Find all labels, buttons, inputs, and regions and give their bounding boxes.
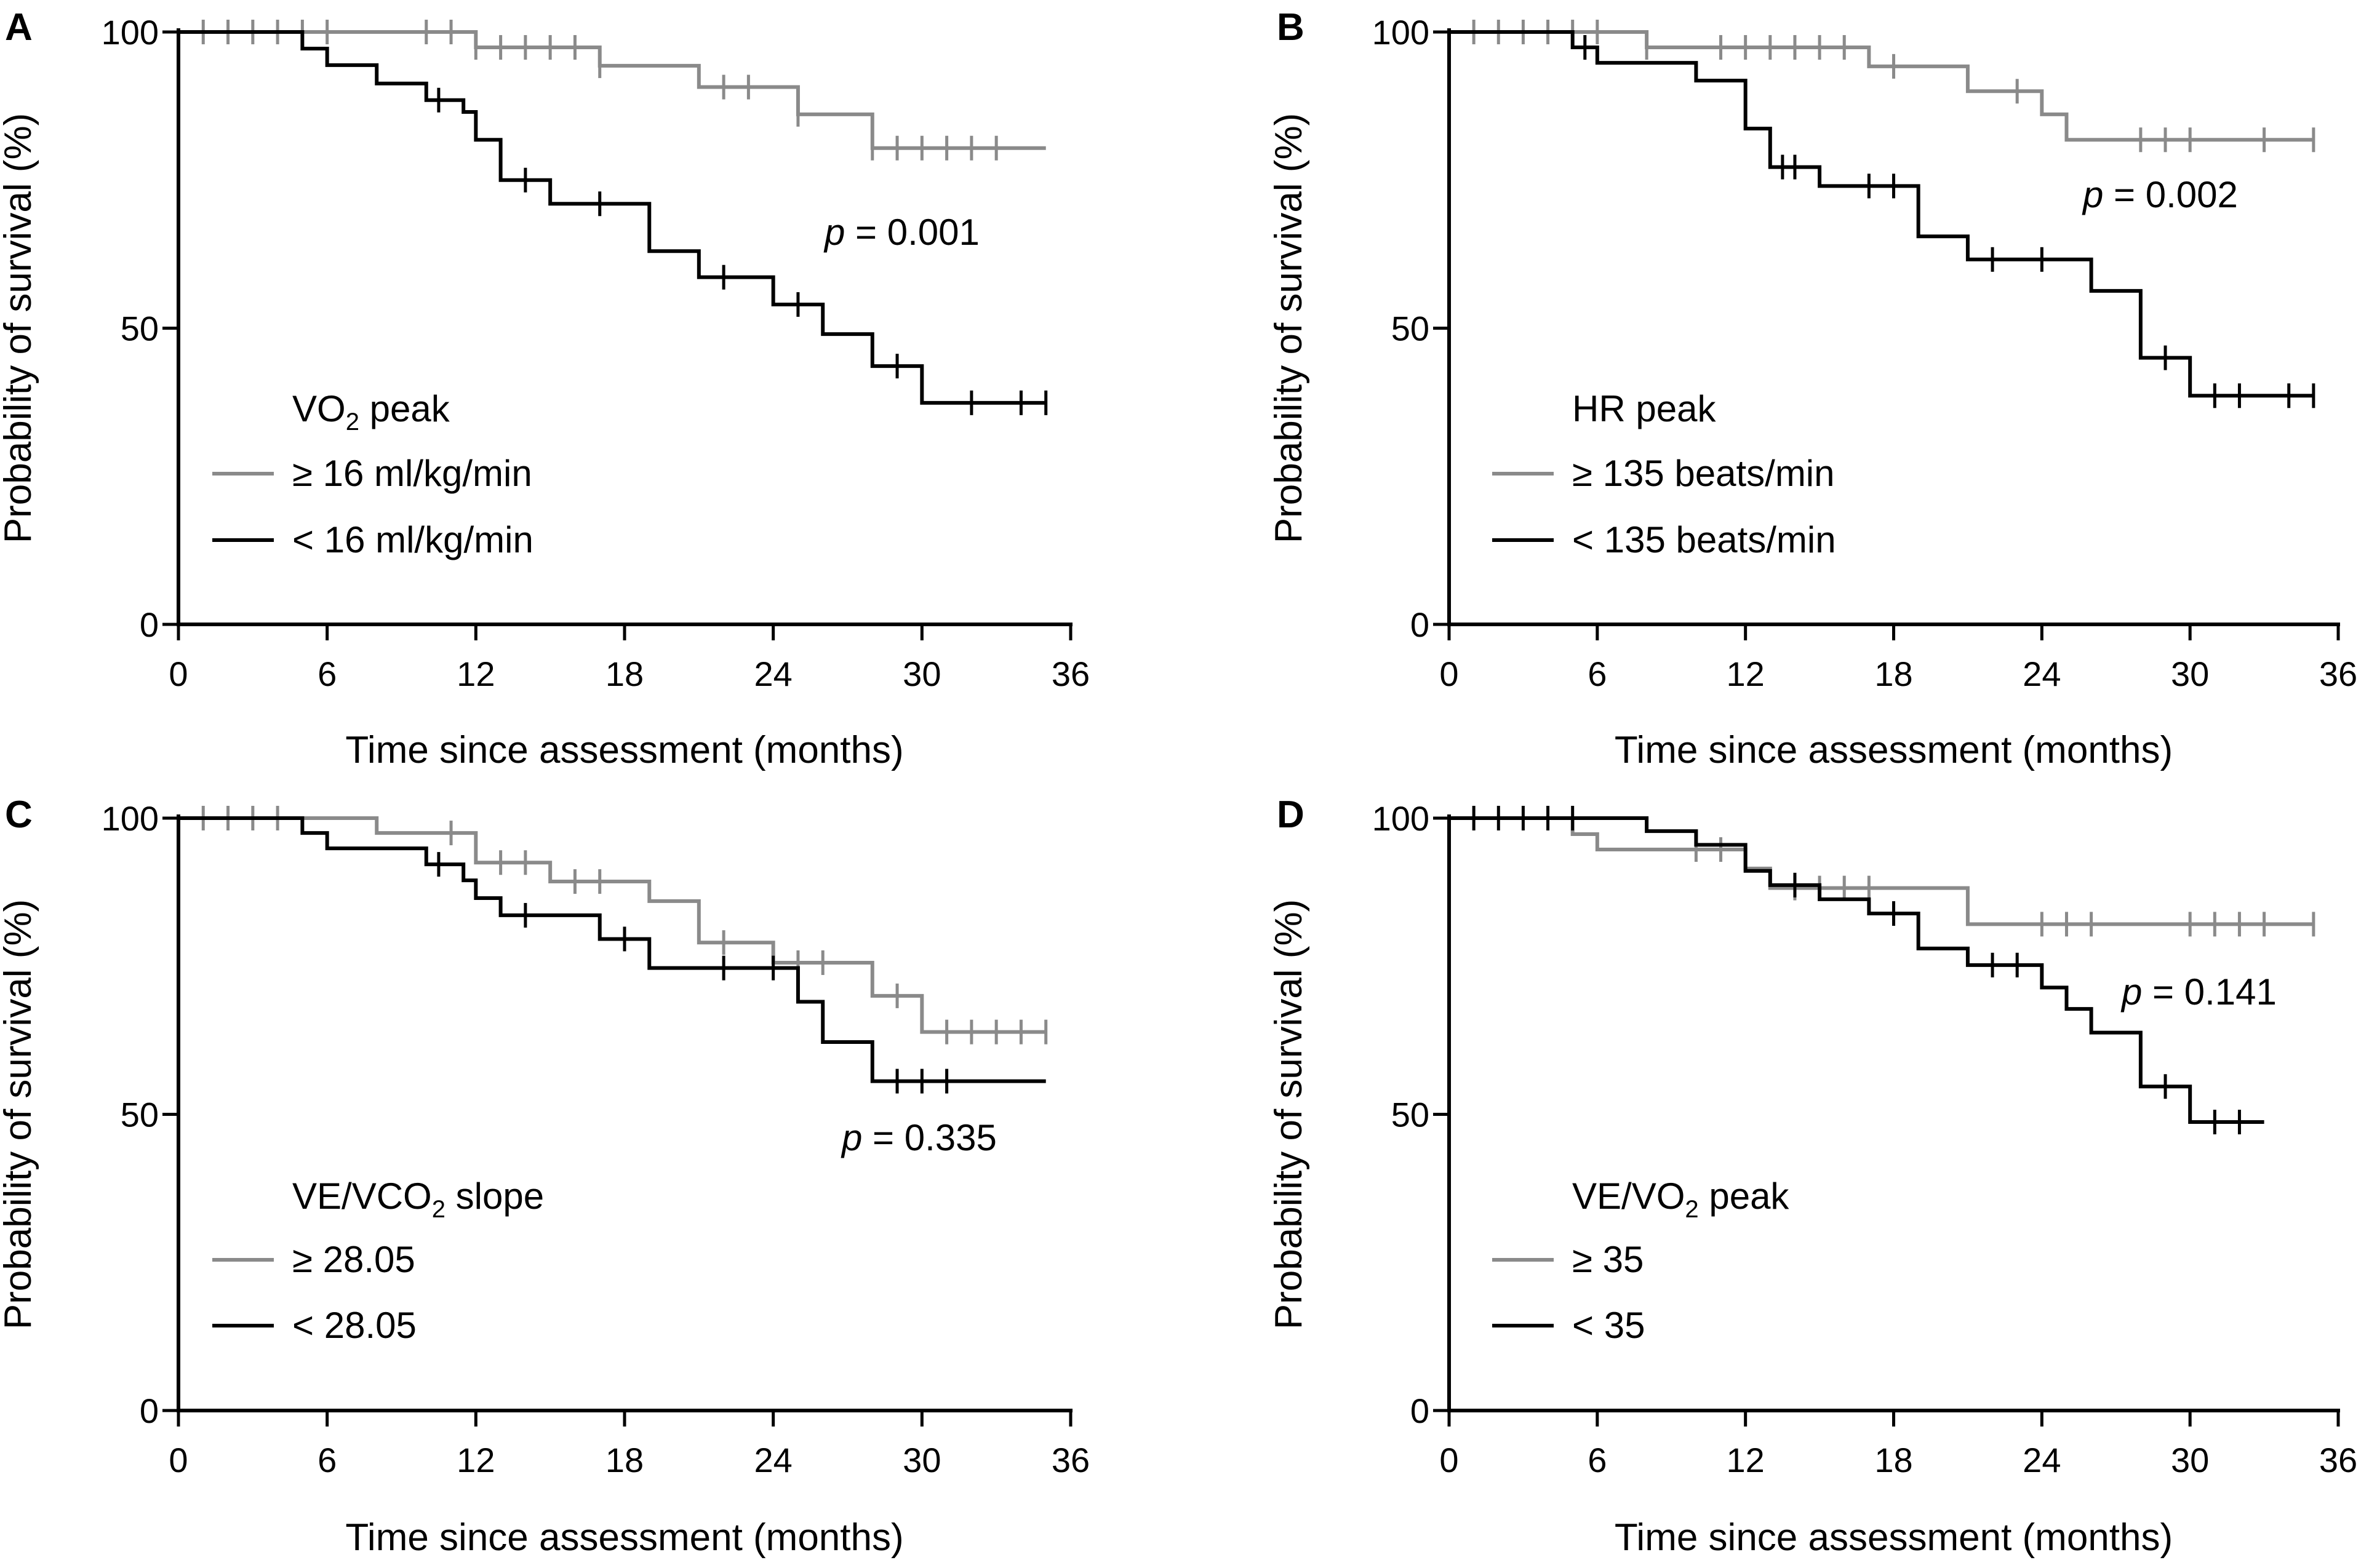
x-tick-label: 6 (1588, 1441, 1607, 1479)
x-tick-label: 18 (605, 655, 644, 693)
km-curve-low (1449, 30, 2314, 398)
legend-label: ≥ 135 beats/min (1572, 453, 1835, 494)
legend-label: ≥ 28.05 (292, 1239, 415, 1280)
x-axis-title: Time since assessment (months) (345, 729, 903, 771)
panel-c: C 0 6 12 18 24 30 36 0 50 100 Time since assessment… (0, 794, 1090, 1559)
p-value: p = 0.141 (2120, 971, 2277, 1013)
y-tick-label: 100 (1372, 799, 1429, 838)
x-tick-label: 36 (1052, 655, 1090, 693)
y-tick-label: 50 (121, 309, 159, 348)
panel-d: D 0 6 12 18 24 30 36 0 50 100 Time since assessment… (1268, 794, 2357, 1559)
x-tick-label: 6 (1588, 655, 1607, 693)
y-tick-label: 50 (1391, 1096, 1429, 1134)
y-axis-title: Probability of survival (%) (0, 113, 39, 543)
x-tick-label: 30 (2171, 655, 2209, 693)
x-tick-label: 36 (2319, 1441, 2357, 1479)
panel-b: B 0 6 12 18 24 30 36 0 50 100 Time since assessment… (1268, 6, 2357, 771)
panel-a: A 0 6 12 18 24 30 36 0 50 100 Time since assessment… (0, 6, 1090, 771)
x-tick-label: 0 (169, 1441, 188, 1479)
y-tick-label: 100 (102, 799, 159, 838)
panel-letter: C (5, 794, 33, 836)
x-tick-label: 36 (1052, 1441, 1090, 1479)
panel-letter: A (5, 6, 33, 49)
x-tick-label: 0 (1439, 1441, 1458, 1479)
km-curve-high (1449, 816, 2314, 926)
p-value: p = 0.001 (823, 212, 980, 253)
legend-title: VE/VCO2 slope (292, 1176, 544, 1223)
y-tick-label: 100 (1372, 13, 1429, 52)
km-curve-low (178, 816, 1046, 1083)
y-tick-label: 0 (1410, 605, 1429, 644)
y-axis-title: Probability of survival (%) (0, 899, 39, 1329)
x-tick-label: 18 (1874, 1441, 1912, 1479)
legend-label: < 35 (1572, 1305, 1645, 1346)
x-tick-label: 0 (1439, 655, 1458, 693)
x-tick-label: 12 (1727, 655, 1765, 693)
x-tick-label: 6 (318, 655, 337, 693)
legend-label: ≥ 35 (1572, 1239, 1644, 1280)
y-tick-label: 100 (102, 13, 159, 52)
legend-title: HR peak (1572, 388, 1716, 429)
x-axis-title: Time since assessment (months) (345, 1516, 903, 1559)
legend-title: VE/VO2 peak (1572, 1176, 1789, 1223)
panel-letter: B (1277, 6, 1304, 49)
legend-label: < 135 beats/min (1572, 519, 1836, 560)
km-curve-high (178, 816, 1046, 1034)
y-tick-label: 0 (140, 1391, 159, 1430)
x-tick-label: 12 (457, 655, 495, 693)
x-tick-label: 6 (318, 1441, 337, 1479)
p-value: p = 0.335 (841, 1117, 997, 1158)
y-axis-title: Probability of survival (%) (1268, 113, 1310, 543)
legend-label: ≥ 16 ml/kg/min (292, 453, 532, 494)
p-value: p = 0.002 (2082, 174, 2238, 215)
x-tick-label: 18 (1874, 655, 1912, 693)
x-tick-label: 18 (605, 1441, 644, 1479)
x-tick-label: 12 (457, 1441, 495, 1479)
legend-title: VO2 peak (292, 388, 450, 436)
y-axis-title: Probability of survival (%) (1268, 899, 1310, 1329)
x-tick-label: 24 (2023, 1441, 2061, 1479)
x-tick-label: 24 (754, 1441, 793, 1479)
panel-letter: D (1277, 794, 1304, 836)
x-tick-label: 0 (169, 655, 188, 693)
y-tick-label: 0 (1410, 1391, 1429, 1430)
legend-label: < 28.05 (292, 1305, 417, 1346)
y-tick-label: 50 (1391, 309, 1429, 348)
x-tick-label: 30 (903, 655, 941, 693)
x-tick-label: 30 (903, 1441, 941, 1479)
y-tick-label: 50 (121, 1096, 159, 1134)
x-tick-label: 24 (754, 655, 793, 693)
km-curve-low (1449, 816, 2264, 1124)
y-tick-label: 0 (140, 605, 159, 644)
legend-label: < 16 ml/kg/min (292, 519, 533, 560)
x-axis-title: Time since assessment (months) (1615, 729, 2173, 771)
x-tick-label: 30 (2171, 1441, 2209, 1479)
x-axis-title: Time since assessment (months) (1615, 1516, 2173, 1559)
x-tick-label: 12 (1727, 1441, 1765, 1479)
x-tick-label: 24 (2023, 655, 2061, 693)
x-tick-label: 36 (2319, 655, 2357, 693)
